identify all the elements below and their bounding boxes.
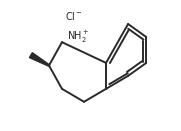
Text: Cl$^-$: Cl$^-$ <box>65 10 83 22</box>
Text: NH$_2^+$: NH$_2^+$ <box>67 29 90 45</box>
Polygon shape <box>30 53 49 66</box>
